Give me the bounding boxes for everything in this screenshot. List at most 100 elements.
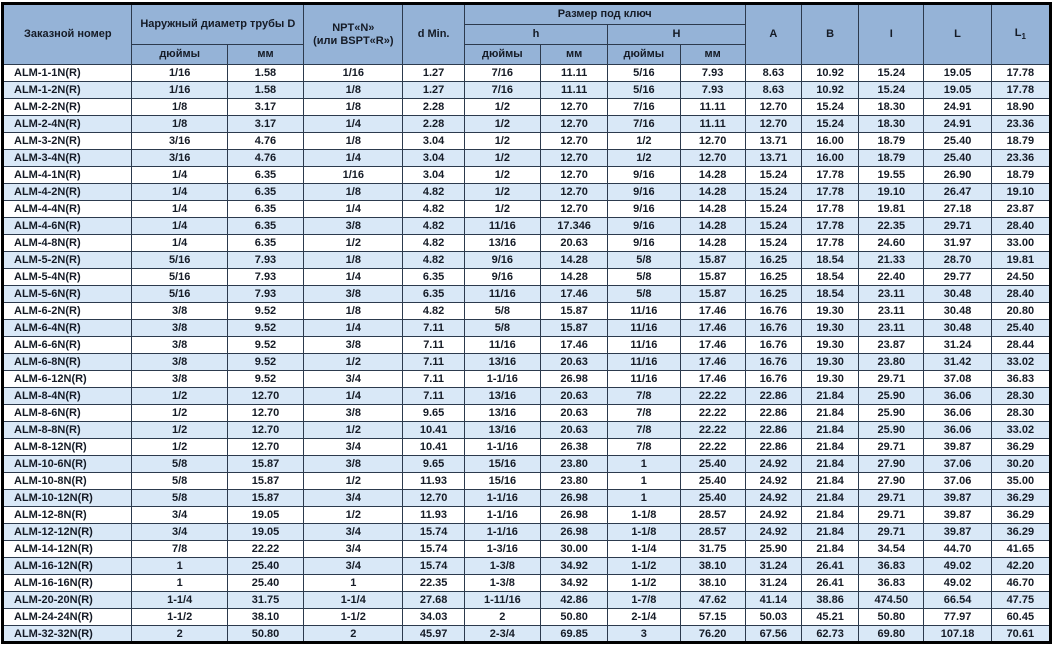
value-cell: 22.86: [744, 387, 802, 405]
order-number-cell: ALM-6-2N(R): [1, 302, 133, 320]
value-cell: 1: [131, 557, 228, 575]
value-cell: 1-7/8: [607, 591, 681, 609]
value-cell: 9/16: [463, 268, 541, 286]
value-cell: 25.90: [744, 540, 802, 558]
value-cell: 19.81: [990, 251, 1052, 269]
value-cell: 26.98: [539, 489, 609, 507]
value-cell: 1-3/8: [463, 574, 541, 592]
value-cell: 9/16: [607, 234, 681, 252]
value-cell: 25.40: [226, 557, 305, 575]
value-cell: 27.18: [923, 200, 992, 218]
value-cell: 5/16: [131, 285, 228, 303]
value-cell: 15.24: [744, 166, 802, 184]
value-cell: 4.76: [226, 149, 305, 167]
value-cell: 26.98: [539, 370, 609, 388]
value-cell: 22.22: [679, 438, 746, 456]
value-cell: 1/2: [607, 149, 681, 167]
value-cell: 13/16: [463, 353, 541, 371]
value-cell: 17.46: [679, 302, 746, 320]
value-cell: 1-1/4: [607, 540, 681, 558]
value-cell: 27.90: [858, 472, 925, 490]
value-cell: 12.70: [679, 149, 746, 167]
value-cell: 2-3/4: [463, 625, 541, 643]
value-cell: 18.30: [858, 115, 925, 133]
value-cell: 2-1/4: [607, 608, 681, 626]
value-cell: 25.40: [679, 489, 746, 507]
value-cell: 20.80: [990, 302, 1052, 320]
value-cell: 12.70: [226, 387, 305, 405]
value-cell: 19.81: [858, 200, 925, 218]
value-cell: 36.06: [923, 404, 992, 422]
value-cell: 14.28: [679, 217, 746, 235]
value-cell: 22.40: [858, 268, 925, 286]
value-cell: 26.90: [923, 166, 992, 184]
value-cell: 6.35: [226, 183, 305, 201]
value-cell: 11.11: [539, 64, 609, 82]
value-cell: 1/2: [463, 200, 541, 218]
value-cell: 12.70: [539, 98, 609, 116]
value-cell: 22.22: [679, 404, 746, 422]
value-cell: 22.86: [744, 438, 802, 456]
value-cell: 3/8: [131, 302, 228, 320]
value-cell: 16.76: [744, 302, 802, 320]
value-cell: 9.52: [226, 353, 305, 371]
value-cell: 37.08: [923, 370, 992, 388]
value-cell: 1/2: [303, 353, 404, 371]
value-cell: 1/16: [303, 166, 404, 184]
value-cell: 30.48: [923, 319, 992, 337]
value-cell: 37.06: [923, 455, 992, 473]
value-cell: 26.98: [539, 506, 609, 524]
value-cell: 18.79: [858, 149, 925, 167]
value-cell: 26.41: [800, 557, 860, 575]
value-cell: 23.11: [858, 302, 925, 320]
value-cell: 3/8: [131, 353, 228, 371]
value-cell: 19.05: [923, 81, 992, 99]
value-cell: 16.25: [744, 285, 802, 303]
value-cell: 15.87: [679, 285, 746, 303]
value-cell: 23.36: [990, 115, 1052, 133]
value-cell: 13.71: [744, 149, 802, 167]
value-cell: 38.86: [800, 591, 860, 609]
value-cell: 11/16: [607, 353, 681, 371]
value-cell: 1-1/4: [131, 591, 228, 609]
value-cell: 1/2: [463, 132, 541, 150]
value-cell: 9/16: [607, 166, 681, 184]
value-cell: 5/8: [607, 268, 681, 286]
order-number-cell: ALM-4-4N(R): [1, 200, 133, 218]
value-cell: 1-3/16: [463, 540, 541, 558]
table-row: ALM-8-8N(R) 1/2 12.70 1/2 10.41 13/16 20.63 7/8…: [1, 421, 1052, 439]
value-cell: 1/16: [131, 64, 228, 82]
value-cell: 1-1/16: [463, 438, 541, 456]
value-cell: 12.70: [539, 183, 609, 201]
value-cell: 18.54: [800, 268, 860, 286]
value-cell: 18.30: [858, 98, 925, 116]
order-number-cell: ALM-14-12N(R): [1, 540, 133, 558]
value-cell: 18.79: [990, 132, 1052, 150]
value-cell: 23.11: [858, 319, 925, 337]
value-cell: 4.82: [402, 217, 465, 235]
value-cell: 15/16: [463, 472, 541, 490]
order-number-cell: ALM-10-12N(R): [1, 489, 133, 507]
value-cell: 50.80: [858, 608, 925, 626]
order-number-cell: ALM-3-2N(R): [1, 132, 133, 150]
header-npt-line1: NPT«N»: [332, 21, 375, 34]
value-cell: 1: [303, 574, 404, 592]
value-cell: 21.84: [800, 472, 860, 490]
value-cell: 3/8: [131, 370, 228, 388]
value-cell: 11/16: [607, 370, 681, 388]
value-cell: 46.70: [990, 574, 1052, 592]
value-cell: 25.90: [858, 404, 925, 422]
value-cell: 3/16: [131, 132, 228, 150]
value-cell: 69.85: [539, 625, 609, 643]
value-cell: 3/4: [131, 523, 228, 541]
value-cell: 3.04: [402, 166, 465, 184]
value-cell: 25.40: [226, 574, 305, 592]
value-cell: 19.30: [800, 370, 860, 388]
value-cell: 24.91: [923, 115, 992, 133]
table-row: ALM-6-2N(R) 3/8 9.52 1/8 4.82 5/8 15.87 11/16 17…: [1, 302, 1052, 320]
value-cell: 1-1/8: [607, 506, 681, 524]
value-cell: 25.40: [923, 149, 992, 167]
value-cell: 6.35: [226, 200, 305, 218]
value-cell: 12.70: [539, 115, 609, 133]
